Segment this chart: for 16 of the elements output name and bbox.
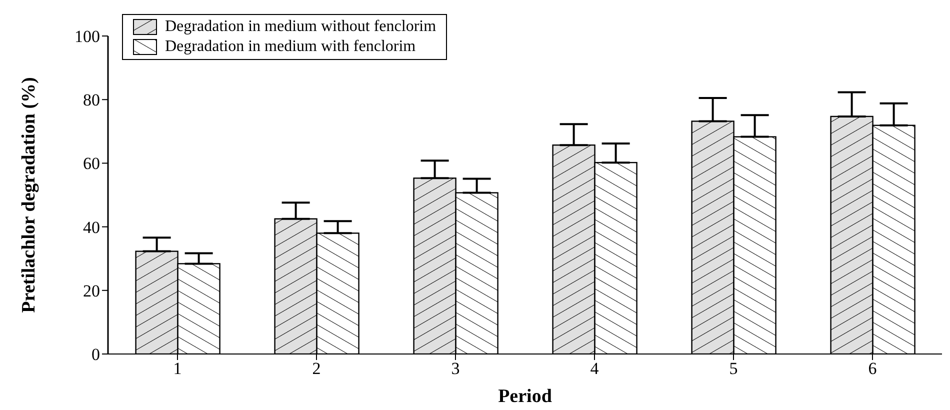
y-tick-label: 0 <box>92 345 100 364</box>
y-tick-label: 60 <box>83 154 100 174</box>
y-tick-label: 80 <box>83 90 100 110</box>
x-tick-label: 4 <box>590 359 600 378</box>
x-tick-label: 2 <box>312 359 321 378</box>
y-axis-title: Pretilachlor degradation (%) <box>18 77 40 313</box>
x-tick-label: 5 <box>729 359 738 378</box>
x-axis-title: Period <box>498 386 552 407</box>
x-tick-label: 3 <box>451 359 460 378</box>
legend-label: Degradation in medium without fenclorim <box>165 18 436 35</box>
y-tick-label: 100 <box>74 27 100 46</box>
legend-label: Degradation in medium with fenclorim <box>165 38 416 55</box>
x-tick-label: 6 <box>868 359 877 378</box>
x-tick-label: 1 <box>173 359 182 378</box>
y-tick-label: 40 <box>83 218 100 237</box>
y-tick-label: 20 <box>83 281 100 300</box>
